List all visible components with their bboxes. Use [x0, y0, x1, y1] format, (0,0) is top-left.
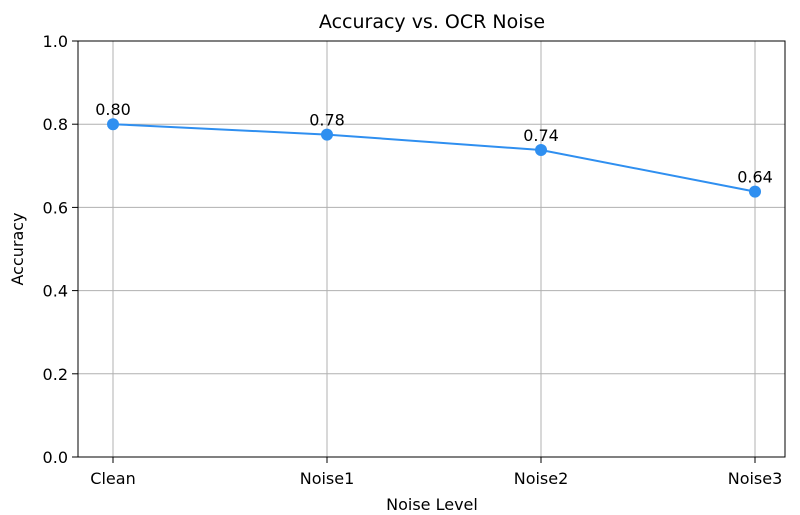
y-tick-label: 0.0 [43, 448, 68, 467]
data-point [107, 118, 119, 131]
x-tick-label: Noise1 [300, 469, 355, 488]
data-point [535, 143, 547, 156]
y-tick-label: 1.0 [43, 32, 68, 51]
y-axis-ticks: 0.0 0.2 0.4 0.6 0.8 1.0 [43, 32, 78, 467]
chart-title: Accuracy vs. OCR Noise [319, 11, 545, 33]
data-labels: 0.80 0.78 0.74 0.64 [95, 100, 773, 186]
y-tick-label: 0.4 [43, 282, 68, 301]
y-axis-title: Accuracy [8, 212, 27, 285]
grid-lines [78, 40, 785, 458]
data-label: 0.80 [95, 100, 131, 119]
data-label: 0.78 [309, 111, 345, 130]
data-label: 0.74 [523, 126, 559, 145]
data-label: 0.64 [737, 168, 773, 187]
data-point [749, 185, 761, 198]
x-tick-label: Noise2 [514, 469, 569, 488]
series-group [107, 118, 761, 198]
series-line [112, 123, 756, 193]
x-axis-ticks: Clean Noise1 Noise2 Noise3 [90, 457, 782, 488]
plot-area-frame [77, 40, 786, 458]
x-tick-label: Clean [90, 469, 135, 488]
x-tick-label: Noise3 [728, 469, 783, 488]
y-tick-label: 0.2 [43, 365, 68, 384]
data-point [321, 128, 333, 141]
x-axis-title: Noise Level [386, 495, 478, 514]
y-tick-label: 0.6 [43, 198, 68, 217]
y-tick-label: 0.8 [43, 115, 68, 134]
